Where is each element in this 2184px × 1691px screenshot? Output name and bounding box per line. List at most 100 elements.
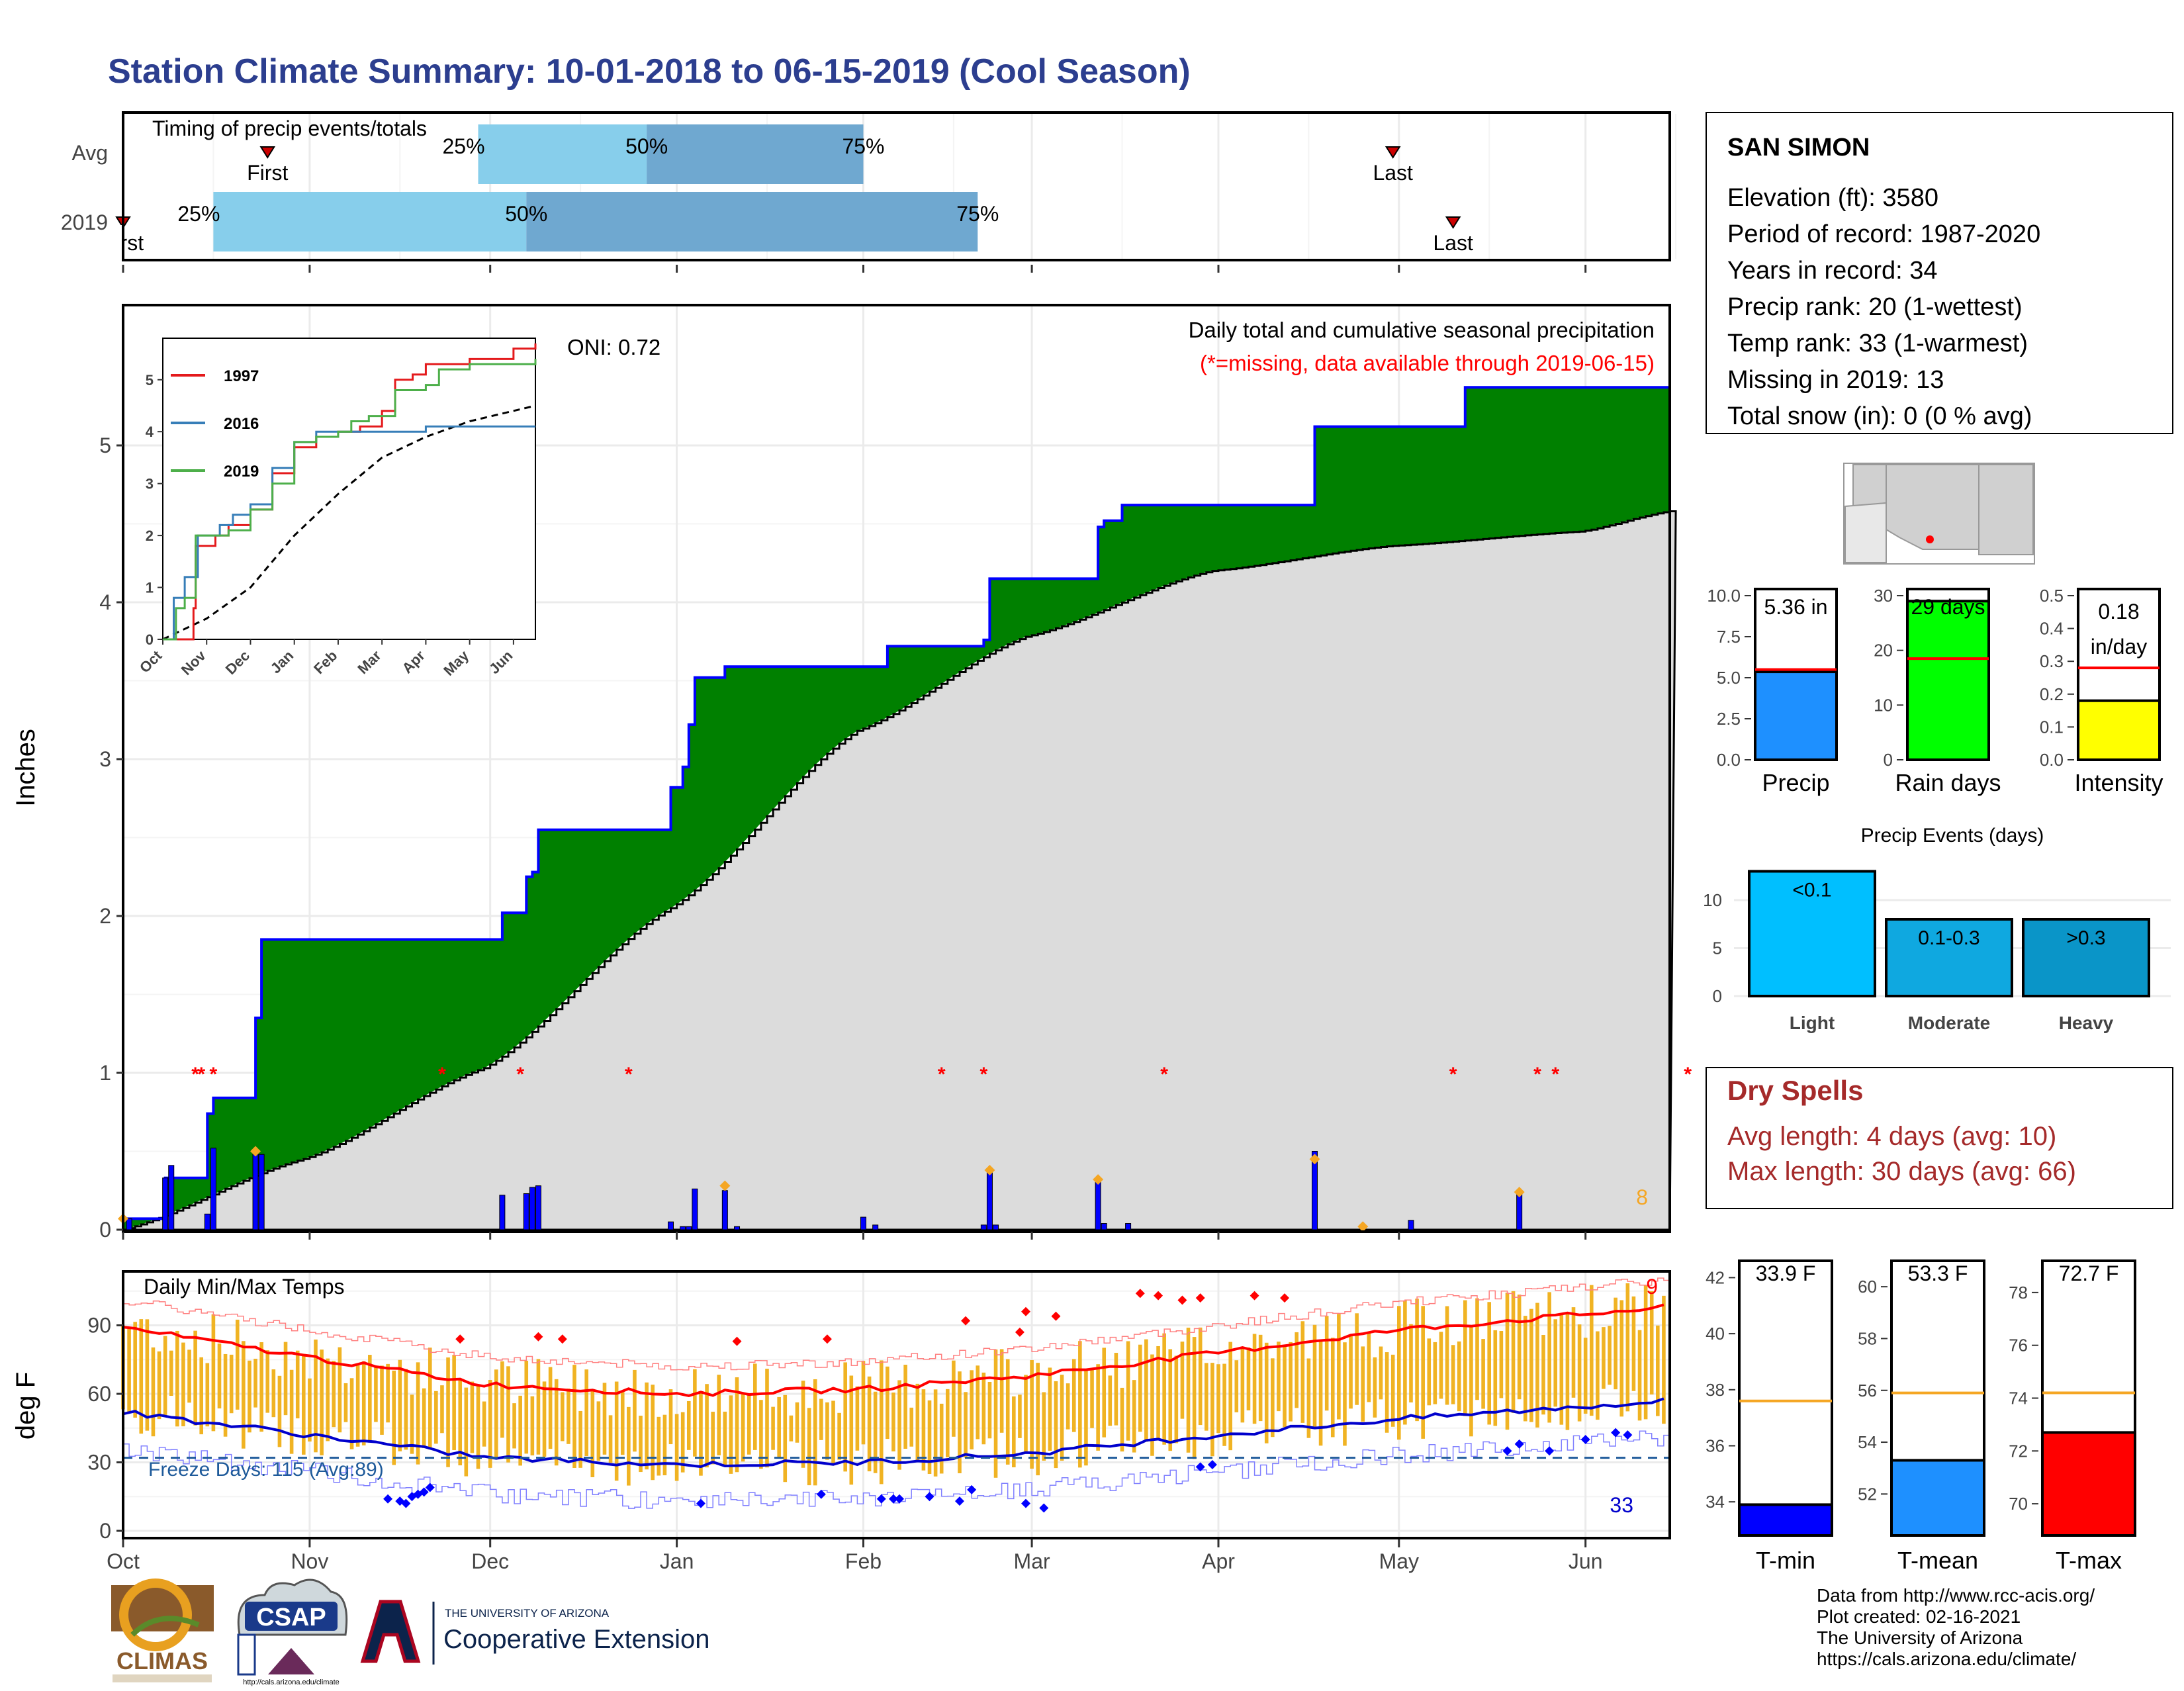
daily-temp-bar [1240, 1348, 1245, 1423]
events-tick-label: 5 [1713, 938, 1722, 958]
temp-panel: 0 30 60 90 Oct Nov Dec Jan Feb Mar Apr May Jun Daily… [11, 1270, 1671, 1573]
precip-ytick-label: 0 [99, 1218, 111, 1242]
missing-day-marker: * [1533, 1064, 1541, 1085]
daily-temp-bar [1132, 1380, 1136, 1453]
timing-label-75: 75% [842, 134, 884, 158]
daily-temp-bar [1084, 1370, 1088, 1466]
csap-logo-text: CSAP [256, 1604, 326, 1631]
daily-temp-bar [783, 1394, 788, 1483]
daily-temp-bar [133, 1322, 137, 1418]
missing-day-marker: * [191, 1064, 199, 1085]
daily-temp-bar [1565, 1314, 1570, 1430]
csap-logo: CSAP http://cals.arizona.edu/climate [237, 1578, 348, 1686]
summary-bar-tick-label: 0.5 [2040, 586, 2064, 606]
daily-temp-bar [921, 1389, 926, 1471]
inset-series-line [163, 425, 535, 641]
timing-label-25: 25% [442, 134, 484, 158]
daily-temp-bar [1390, 1354, 1395, 1427]
daily-temp-bar [879, 1360, 884, 1485]
precip-ytick-label: 1 [99, 1061, 111, 1085]
cold-count: 33 [1610, 1493, 1633, 1517]
daily-temp-bar [837, 1412, 841, 1460]
events-bar-label: Heavy [2059, 1013, 2114, 1033]
daily-temp-bar [1126, 1341, 1130, 1441]
daily-temp-bar [1547, 1292, 1551, 1423]
daily-temp-bar [1324, 1316, 1329, 1411]
daily-temp-bar [1487, 1302, 1491, 1425]
temp-summary-tick-label: 70 [2009, 1494, 2028, 1514]
climas-logo-ring [119, 1578, 192, 1651]
daily-temp-bar [1162, 1333, 1166, 1445]
daily-temp-bar [338, 1347, 342, 1433]
month-label: Feb [845, 1549, 882, 1573]
timing-label-75: 75% [956, 202, 999, 226]
daily-temp-bar [1066, 1383, 1070, 1430]
timing-row-2019-label: 2019 [61, 210, 108, 234]
daily-temp-bar [1295, 1332, 1299, 1408]
daily-temp-bar [1174, 1355, 1179, 1443]
credit-line-1: Data from http://www.rcc-acis.org/ [1817, 1585, 2095, 1606]
summary-bar-tick-label: 2.5 [1717, 709, 1741, 729]
inset-frame [162, 338, 536, 640]
precip-title: Daily total and cumulative seasonal prec… [1189, 318, 1655, 342]
daily-temp-bar [1463, 1300, 1467, 1416]
daily-temp-bar [1571, 1307, 1576, 1398]
daily-temp-bar [193, 1330, 197, 1426]
summary-bar-tick-label: 7.5 [1717, 627, 1741, 647]
precip-event-diamond [719, 1180, 731, 1191]
record-low-marker [1611, 1428, 1621, 1438]
daily-temp-bar [223, 1353, 228, 1437]
daily-temp-bar [976, 1365, 980, 1440]
daily-temp-bar [735, 1377, 739, 1473]
daily-temp-bar [945, 1389, 950, 1457]
credit-line-4: https://cals.arizona.edu/climate/ [1817, 1649, 2076, 1669]
daily-temp-bar [446, 1357, 450, 1467]
summary-bar-label: Precip [1762, 769, 1829, 796]
daily-temp-bar [717, 1375, 721, 1455]
timing-title: Timing of precip events/totals [152, 116, 427, 140]
daily-precip-bar [1311, 1151, 1318, 1230]
record-low-marker [1207, 1459, 1217, 1469]
daily-temp-bar [849, 1375, 854, 1485]
missing-day-marker: * [197, 1064, 205, 1085]
daily-temp-bar [620, 1392, 625, 1455]
daily-temp-bar [813, 1379, 817, 1486]
summary-bar-tick-label: 0.0 [2040, 750, 2064, 770]
temp-summary-tick-label: 72 [2009, 1441, 2028, 1461]
daily-temp-bar [139, 1319, 144, 1434]
daily-temp-bar [1186, 1328, 1191, 1453]
daily-temp-bar [1445, 1306, 1449, 1405]
daily-precip-bar [692, 1188, 698, 1230]
daily-temp-bar [1205, 1363, 1208, 1431]
timing-frame-top [122, 111, 1671, 261]
daily-temp-bar [1469, 1325, 1473, 1437]
daily-temp-bar [554, 1379, 559, 1466]
temp-summary-tick-label: 40 [1706, 1324, 1725, 1344]
station-info-line: Period of record: 1987-2020 [1727, 220, 2040, 248]
daily-temp-bar [235, 1319, 240, 1410]
daily-temp-bar [1018, 1394, 1022, 1438]
locator-map [1843, 463, 2035, 565]
daily-precip-bar [529, 1187, 535, 1230]
daily-precip-bar [860, 1216, 866, 1230]
dry-max-length: Max length: 30 days (avg: 66) [1727, 1157, 2076, 1186]
summary-bars: 0.0 2.5 5.0 7.5 10.0 5.36 in Precip 0 10 20 30 29 d… [1707, 586, 2163, 796]
daily-temp-bar [1614, 1297, 1617, 1390]
daily-temp-bar [1373, 1357, 1377, 1418]
record-high-marker [822, 1334, 832, 1344]
temp-summary-label: T-max [2056, 1547, 2122, 1574]
summary-bar-tick-label: 0.4 [2040, 619, 2064, 639]
arizona-logo: THE UNIVERSITY OF ARIZONA Cooperative Ex… [360, 1600, 709, 1665]
daily-precip-bar [1101, 1223, 1107, 1230]
station-info-line: Temp rank: 33 (1-warmest) [1727, 330, 2028, 357]
daily-temp-bar [1258, 1334, 1263, 1422]
daily-temp-bar [933, 1389, 938, 1477]
daily-temp-bar [1415, 1299, 1419, 1422]
events-title: Precip Events (days) [1861, 825, 2044, 846]
precip-ytick-label: 3 [99, 747, 111, 771]
daily-temp-bar [265, 1350, 270, 1413]
daily-temp-bar [1252, 1334, 1257, 1424]
daily-temp-bar [1421, 1306, 1425, 1439]
daily-temp-bar [596, 1401, 601, 1461]
record-high-marker [557, 1334, 567, 1344]
